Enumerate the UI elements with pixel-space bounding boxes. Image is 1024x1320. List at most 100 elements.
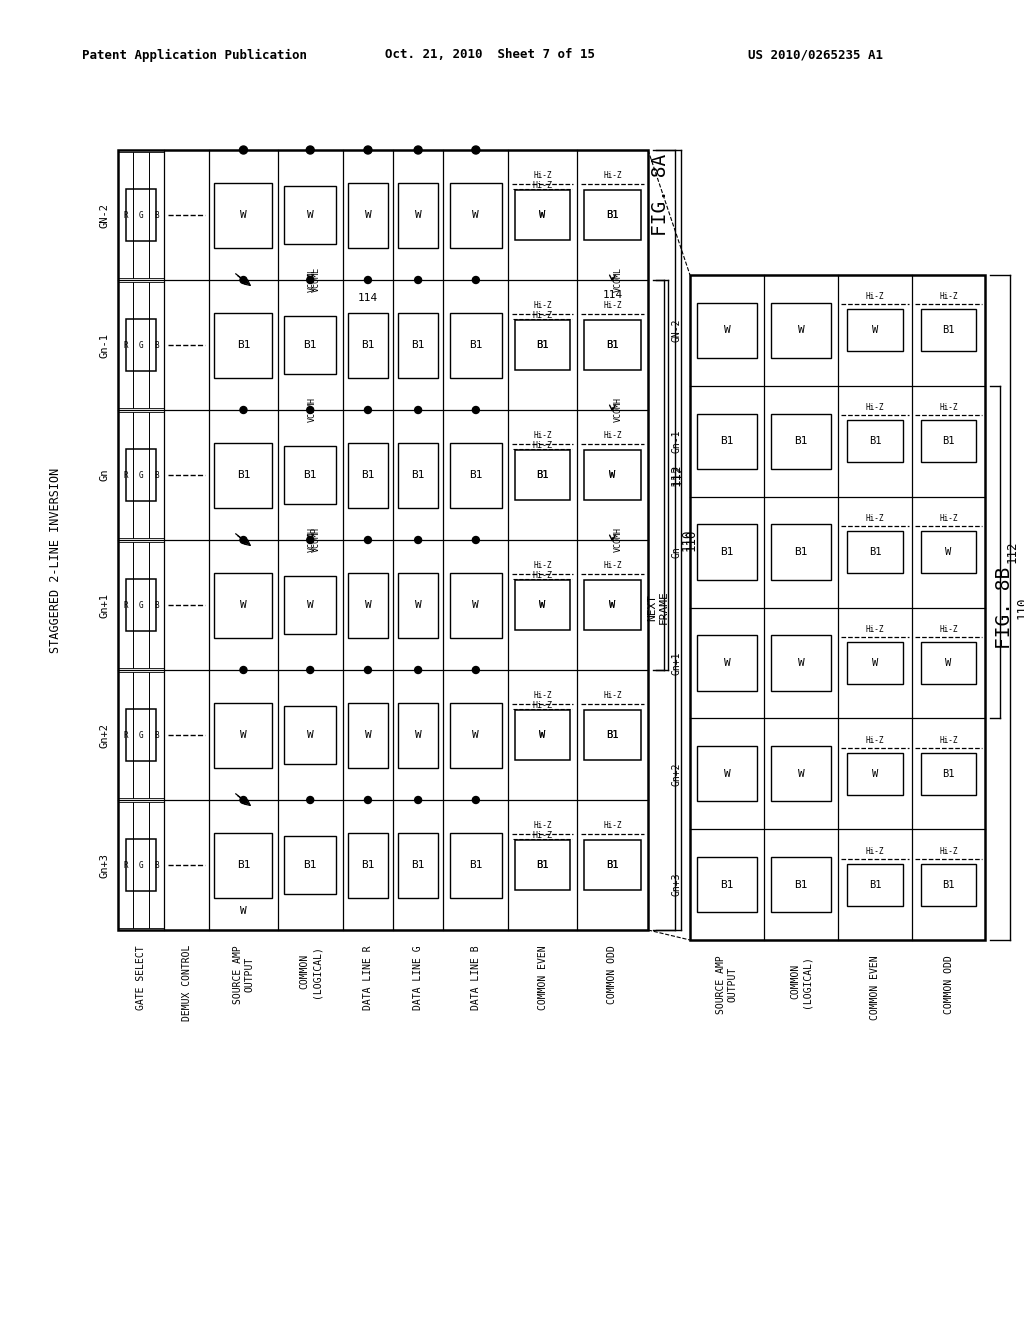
Text: Hi-Z: Hi-Z: [532, 570, 553, 579]
Bar: [584, 710, 641, 760]
Bar: [922, 752, 976, 795]
Bar: [697, 857, 757, 912]
Text: Hi-Z: Hi-Z: [939, 735, 957, 744]
Bar: [515, 190, 570, 240]
Text: B1: B1: [720, 879, 734, 890]
Text: W: W: [798, 326, 805, 335]
Text: R: R: [123, 861, 128, 870]
Text: Hi-Z: Hi-Z: [603, 432, 622, 441]
Text: R: R: [123, 341, 128, 350]
Text: W: W: [415, 210, 422, 220]
Text: Hi-Z: Hi-Z: [939, 513, 957, 523]
Text: Hi-Z: Hi-Z: [865, 735, 885, 744]
Text: US 2010/0265235 A1: US 2010/0265235 A1: [748, 49, 883, 62]
Text: W: W: [724, 657, 730, 668]
Text: NEXT
FRAME: NEXT FRAME: [647, 590, 669, 624]
Text: B1: B1: [868, 546, 882, 557]
Text: B1: B1: [237, 341, 250, 350]
Text: R: R: [123, 730, 128, 739]
Text: B1: B1: [361, 341, 375, 350]
Text: Hi-Z: Hi-Z: [534, 301, 552, 310]
Bar: [118, 150, 648, 931]
Text: B1: B1: [412, 341, 425, 350]
Bar: [284, 186, 336, 244]
Bar: [515, 710, 570, 760]
Bar: [348, 313, 388, 378]
Bar: [126, 449, 156, 502]
Circle shape: [240, 667, 247, 673]
Circle shape: [472, 667, 479, 673]
Text: Hi-Z: Hi-Z: [603, 301, 622, 310]
Bar: [584, 321, 641, 370]
Bar: [126, 840, 156, 891]
Text: B1: B1: [606, 210, 618, 220]
Bar: [771, 413, 830, 469]
Text: W: W: [307, 210, 313, 220]
Text: B1: B1: [537, 861, 549, 870]
Circle shape: [415, 796, 422, 804]
Bar: [398, 702, 438, 767]
Text: Hi-Z: Hi-Z: [532, 830, 553, 840]
Bar: [118, 282, 133, 408]
Circle shape: [364, 147, 372, 154]
Text: Hi-Z: Hi-Z: [939, 624, 957, 634]
Bar: [214, 313, 272, 378]
Text: B1: B1: [942, 768, 954, 779]
Text: DEMUX CONTROL: DEMUX CONTROL: [181, 945, 191, 1022]
Bar: [133, 282, 148, 408]
Circle shape: [307, 276, 313, 284]
Text: W: W: [415, 730, 422, 741]
Bar: [588, 453, 637, 498]
Text: COMMON ODD: COMMON ODD: [607, 945, 617, 1003]
Text: G: G: [139, 861, 143, 870]
Bar: [515, 450, 570, 500]
Text: DATA LINE G: DATA LINE G: [413, 945, 423, 1010]
Bar: [519, 193, 566, 238]
Text: W: W: [240, 601, 247, 610]
Text: B1: B1: [412, 861, 425, 870]
Bar: [450, 702, 502, 767]
Text: FIG. 8B: FIG. 8B: [995, 566, 1015, 648]
Circle shape: [240, 276, 247, 284]
Circle shape: [472, 276, 479, 284]
Bar: [148, 543, 164, 668]
Circle shape: [472, 407, 479, 413]
Text: Hi-Z: Hi-Z: [534, 561, 552, 570]
Text: B1: B1: [237, 470, 250, 480]
Text: GN-2: GN-2: [671, 318, 681, 342]
Text: W: W: [540, 210, 546, 220]
Text: B: B: [155, 210, 159, 219]
Bar: [118, 412, 133, 539]
Bar: [771, 746, 830, 801]
Text: B: B: [155, 601, 159, 610]
Bar: [126, 579, 156, 631]
Text: R: R: [123, 210, 128, 219]
Text: B: B: [155, 470, 159, 479]
Text: Hi-Z: Hi-Z: [532, 310, 553, 319]
Circle shape: [307, 667, 313, 673]
Text: W: W: [609, 470, 615, 480]
Circle shape: [415, 536, 422, 544]
Text: Hi-Z: Hi-Z: [532, 701, 553, 710]
Text: B1: B1: [606, 861, 618, 870]
Text: W: W: [871, 657, 879, 668]
Circle shape: [307, 407, 313, 413]
Text: COMMON EVEN: COMMON EVEN: [870, 954, 880, 1019]
Text: Gn+2: Gn+2: [99, 722, 109, 747]
Text: W: W: [540, 730, 546, 741]
Circle shape: [365, 536, 372, 544]
Text: B: B: [155, 861, 159, 870]
Bar: [697, 302, 757, 358]
Bar: [584, 190, 641, 240]
Circle shape: [307, 796, 313, 804]
Circle shape: [472, 796, 479, 804]
Text: W: W: [871, 326, 879, 335]
Bar: [450, 182, 502, 248]
Bar: [348, 702, 388, 767]
Text: B1: B1: [606, 341, 618, 350]
Text: B1: B1: [795, 879, 808, 890]
Bar: [118, 152, 133, 279]
Text: Hi-Z: Hi-Z: [603, 172, 622, 181]
Text: W: W: [472, 730, 479, 741]
Circle shape: [240, 536, 247, 544]
